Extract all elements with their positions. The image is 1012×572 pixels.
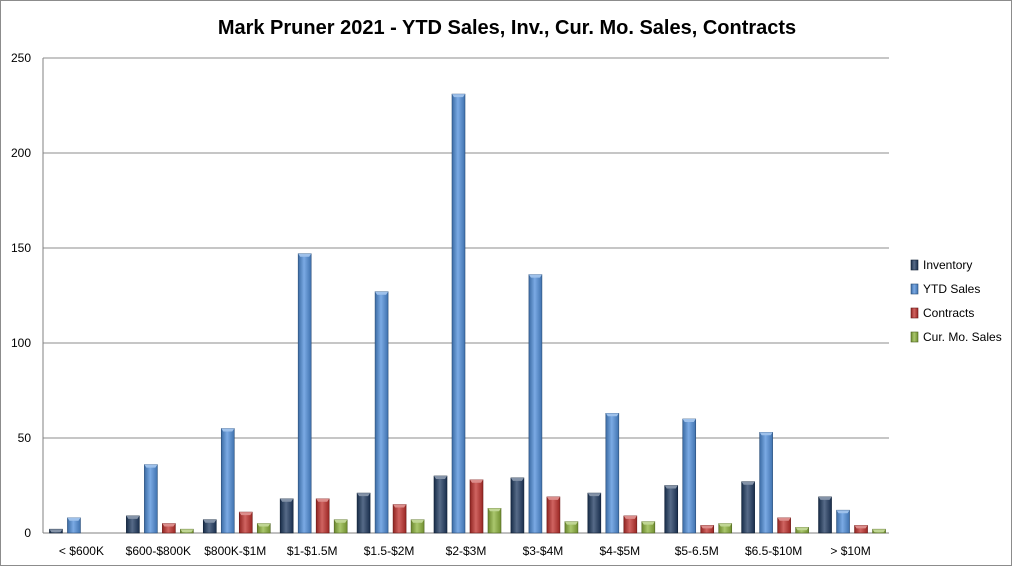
x-tick-label: $5-6.5M bbox=[675, 544, 719, 558]
bar-contracts-6 bbox=[546, 496, 561, 534]
bar-cap bbox=[280, 498, 294, 502]
bar-cap bbox=[180, 529, 194, 533]
legend-label: Cur. Mo. Sales bbox=[923, 330, 1002, 344]
bar-ytd-sales-2 bbox=[220, 428, 235, 534]
legend-swatch bbox=[910, 307, 919, 319]
bar-cap bbox=[49, 529, 63, 533]
bar-cap bbox=[795, 527, 809, 531]
bar-cap bbox=[759, 432, 773, 436]
bar-ytd-sales-1 bbox=[144, 464, 158, 534]
legend-label: Contracts bbox=[923, 306, 974, 320]
bar-cap bbox=[375, 291, 389, 295]
bar-inventory-8 bbox=[664, 485, 679, 534]
bar-cap bbox=[393, 504, 407, 508]
bar-ytd-sales-10 bbox=[836, 509, 850, 534]
bar-cap bbox=[872, 529, 886, 533]
x-tick-label: $4-$5M bbox=[599, 544, 640, 558]
bar-cap bbox=[257, 523, 271, 527]
x-axis: < $600K $600-$800K $800K-$1M $1-$1.5M $1.5-$… bbox=[59, 544, 871, 558]
bar-cap bbox=[510, 477, 524, 481]
bar-cap bbox=[700, 525, 714, 529]
bar-cur-mo-sales-5 bbox=[487, 507, 502, 534]
legend-swatch bbox=[910, 331, 919, 343]
bar-cap bbox=[641, 521, 655, 525]
bar-cap bbox=[162, 523, 176, 527]
bar-cap bbox=[682, 419, 696, 422]
bar-cap bbox=[239, 512, 253, 516]
bar-cap bbox=[587, 493, 601, 497]
bar-ytd-sales-6 bbox=[528, 274, 543, 534]
x-tick-label: > $10M bbox=[830, 544, 870, 558]
y-tick-label: 50 bbox=[18, 431, 32, 445]
y-axis: 0 50 100 150 200 250 bbox=[11, 51, 44, 540]
x-tick-label: $6.5-$10M bbox=[745, 544, 802, 558]
x-tick-label: $1-$1.5M bbox=[287, 544, 338, 558]
x-tick-label: < $600K bbox=[59, 544, 104, 558]
bar-cap bbox=[664, 485, 678, 489]
y-tick-label: 100 bbox=[11, 336, 31, 350]
bar-contracts-4 bbox=[392, 504, 407, 534]
bar-cap bbox=[818, 496, 832, 500]
bar-inventory-4 bbox=[356, 492, 371, 534]
y-tick-label: 0 bbox=[24, 526, 31, 540]
bar-ytd-sales-9 bbox=[759, 431, 773, 534]
bar-inventory-5 bbox=[433, 475, 448, 534]
bar-cap bbox=[836, 510, 850, 514]
x-tick-label: $3-$4M bbox=[523, 544, 564, 558]
bar-cap bbox=[777, 517, 791, 521]
bar-contracts-3 bbox=[315, 498, 330, 534]
bar-cap bbox=[298, 253, 312, 257]
bar-contracts-5 bbox=[469, 479, 484, 534]
legend-label: YTD Sales bbox=[923, 282, 980, 296]
bar-cap bbox=[203, 519, 217, 523]
x-tick-label: $600-$800K bbox=[126, 544, 191, 558]
bar-cap bbox=[470, 479, 483, 483]
bar-inventory-7 bbox=[587, 492, 602, 534]
bar-cap bbox=[126, 515, 140, 519]
bar-inventory-9 bbox=[741, 481, 755, 534]
bar-cap bbox=[741, 481, 755, 485]
x-tick-label: $800K-$1M bbox=[204, 544, 266, 558]
bar-cap bbox=[854, 525, 868, 529]
bar-cap bbox=[434, 476, 447, 479]
bars bbox=[49, 93, 886, 534]
bar-cap bbox=[334, 519, 348, 523]
bar-cap bbox=[452, 94, 465, 98]
bar-ytd-sales-3 bbox=[297, 253, 312, 534]
y-tick-label: 200 bbox=[11, 146, 31, 160]
bar-cap bbox=[316, 498, 330, 502]
chart-title: Mark Pruner 2021 - YTD Sales, Inv., Cur.… bbox=[218, 17, 796, 39]
legend-label: Inventory bbox=[923, 258, 972, 272]
bar-inventory-6 bbox=[510, 477, 525, 534]
x-tick-label: $2-$3M bbox=[446, 544, 487, 558]
legend: Inventory YTD Sales Contracts Cur. Mo. Sale… bbox=[910, 258, 1002, 344]
bar-ytd-sales-7 bbox=[605, 412, 620, 534]
bar-ytd-sales-4 bbox=[374, 291, 389, 534]
bar-inventory-3 bbox=[279, 498, 294, 534]
bar-cap bbox=[221, 428, 235, 432]
bar-cap bbox=[144, 464, 158, 468]
y-tick-label: 150 bbox=[11, 241, 31, 255]
bar-ytd-sales-5 bbox=[451, 93, 466, 534]
legend-swatch bbox=[910, 259, 919, 271]
bar-cap bbox=[564, 521, 578, 525]
bar-cap bbox=[357, 493, 371, 497]
bar-cap bbox=[605, 413, 619, 417]
bar-cap bbox=[67, 517, 81, 521]
bar-cap bbox=[718, 523, 732, 527]
bar-cap bbox=[528, 274, 542, 278]
x-tick-label: $1.5-$2M bbox=[364, 544, 415, 558]
bar-cap bbox=[546, 496, 560, 500]
bar-ytd-sales-8 bbox=[682, 418, 697, 534]
y-tick-label: 250 bbox=[11, 51, 31, 65]
bar-cap bbox=[488, 508, 501, 512]
bar-cap bbox=[623, 515, 637, 519]
bar-cap bbox=[411, 519, 425, 523]
legend-swatch bbox=[910, 283, 919, 295]
bar-inventory-10 bbox=[818, 496, 832, 534]
bar-contracts-2 bbox=[238, 511, 253, 534]
